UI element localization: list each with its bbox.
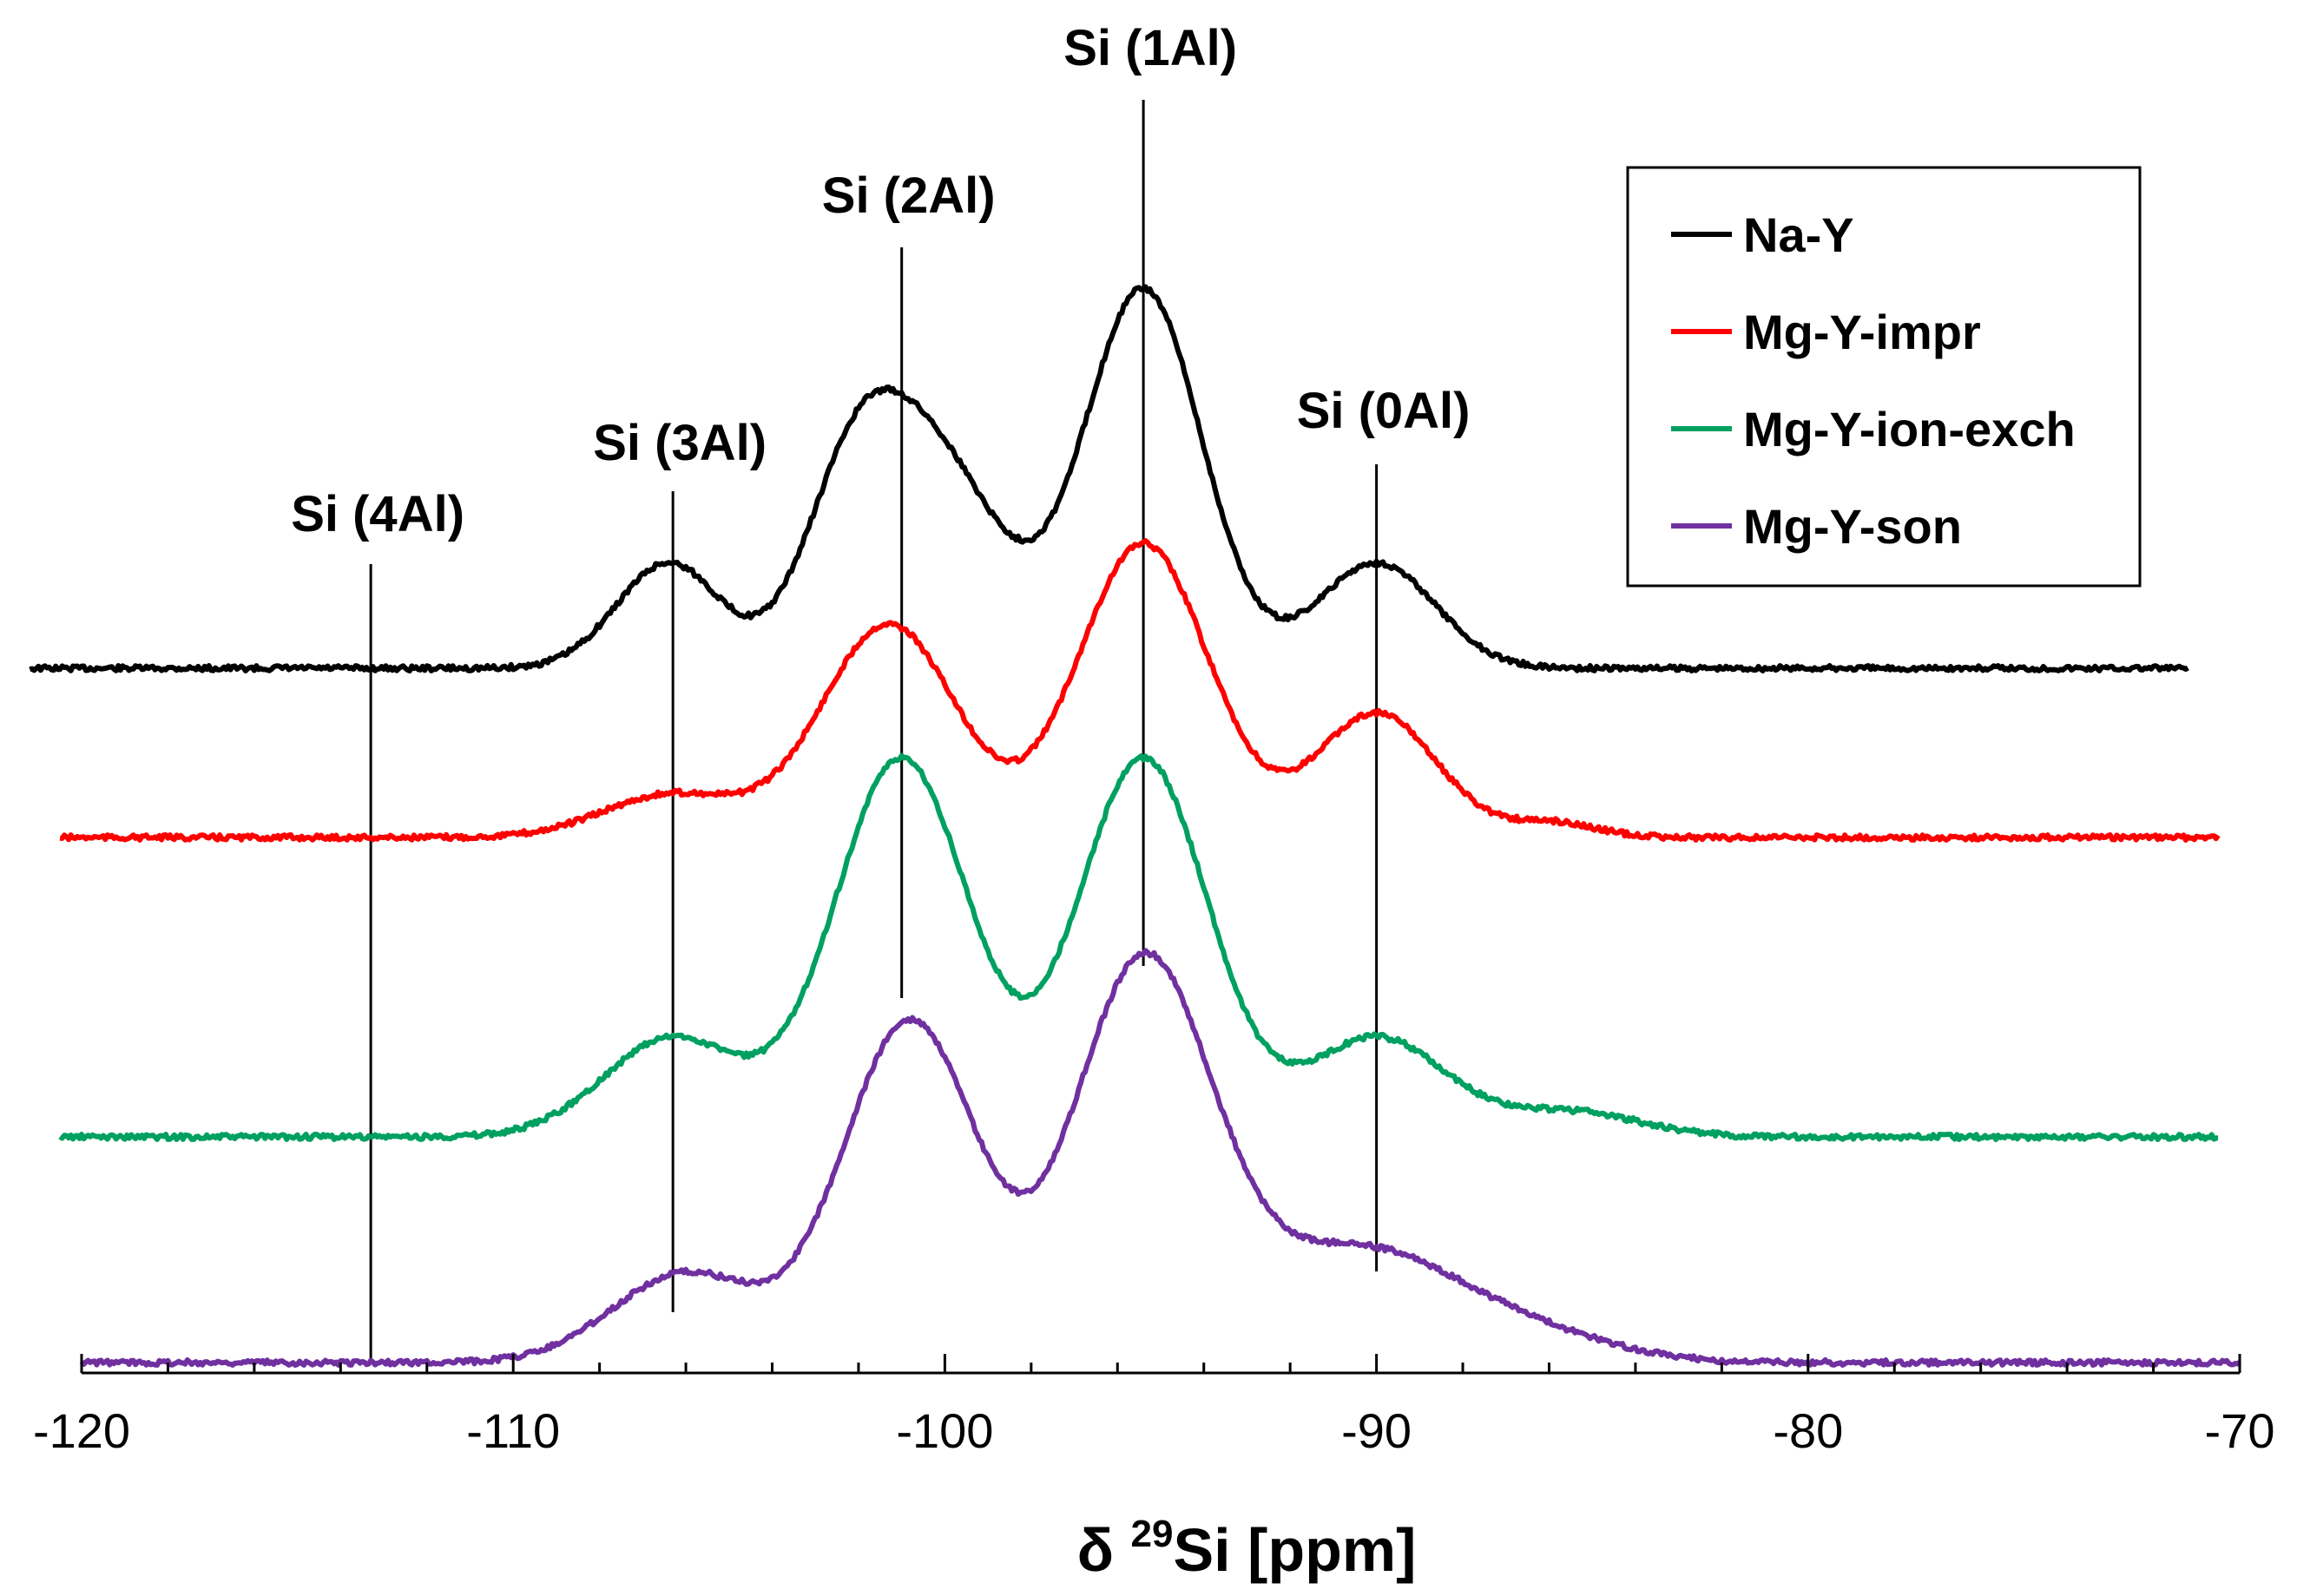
peak-markers: Si (4Al) Si (3Al) Si (2Al) Si (1Al) Si (0Al) — [291, 20, 1471, 1358]
legend: Na-Y Mg-Y-impr Mg-Y-ion-exch Mg-Y-son — [1626, 166, 2142, 588]
x-axis-label: δ 29Si [ppm] — [1077, 1513, 1417, 1584]
x-tick-label: -70 — [2205, 1403, 2275, 1458]
legend-label: Mg-Y-impr — [1743, 305, 1981, 359]
series-line-mg-y-impr — [59, 538, 2221, 843]
series-line-mg-y-son — [79, 948, 2241, 1368]
x-tick-label: -90 — [1341, 1403, 1412, 1458]
peak-marker-label: Si (2Al) — [822, 167, 996, 224]
x-tick-label: -120 — [33, 1403, 130, 1458]
legend-box — [1626, 166, 2142, 588]
peak-marker-label: Si (1Al) — [1063, 20, 1237, 76]
peak-marker-label: Si (3Al) — [593, 415, 767, 471]
x-axis-label-superscript: 29 — [1130, 1513, 1173, 1555]
peak-marker-label: Si (0Al) — [1297, 383, 1471, 439]
x-axis-label-suffix: Si [ppm] — [1173, 1516, 1416, 1584]
x-tick-label: -80 — [1773, 1403, 1843, 1458]
x-tick-label: -100 — [896, 1403, 993, 1458]
legend-label: Na-Y — [1743, 207, 1854, 262]
series-line-mg-y-ion-exch — [58, 752, 2219, 1142]
x-axis: -120 -110 -100 -90 -80 -70 — [33, 1354, 2275, 1458]
legend-label: Mg-Y-ion-exch — [1743, 402, 2076, 456]
spectra — [29, 284, 2241, 1368]
x-tick-label: -110 — [466, 1403, 560, 1458]
legend-label: Mg-Y-son — [1743, 499, 1962, 554]
peak-marker-label: Si (4Al) — [291, 486, 464, 542]
x-axis-label-prefix: δ — [1077, 1516, 1131, 1584]
series-line-na-y — [29, 284, 2189, 673]
